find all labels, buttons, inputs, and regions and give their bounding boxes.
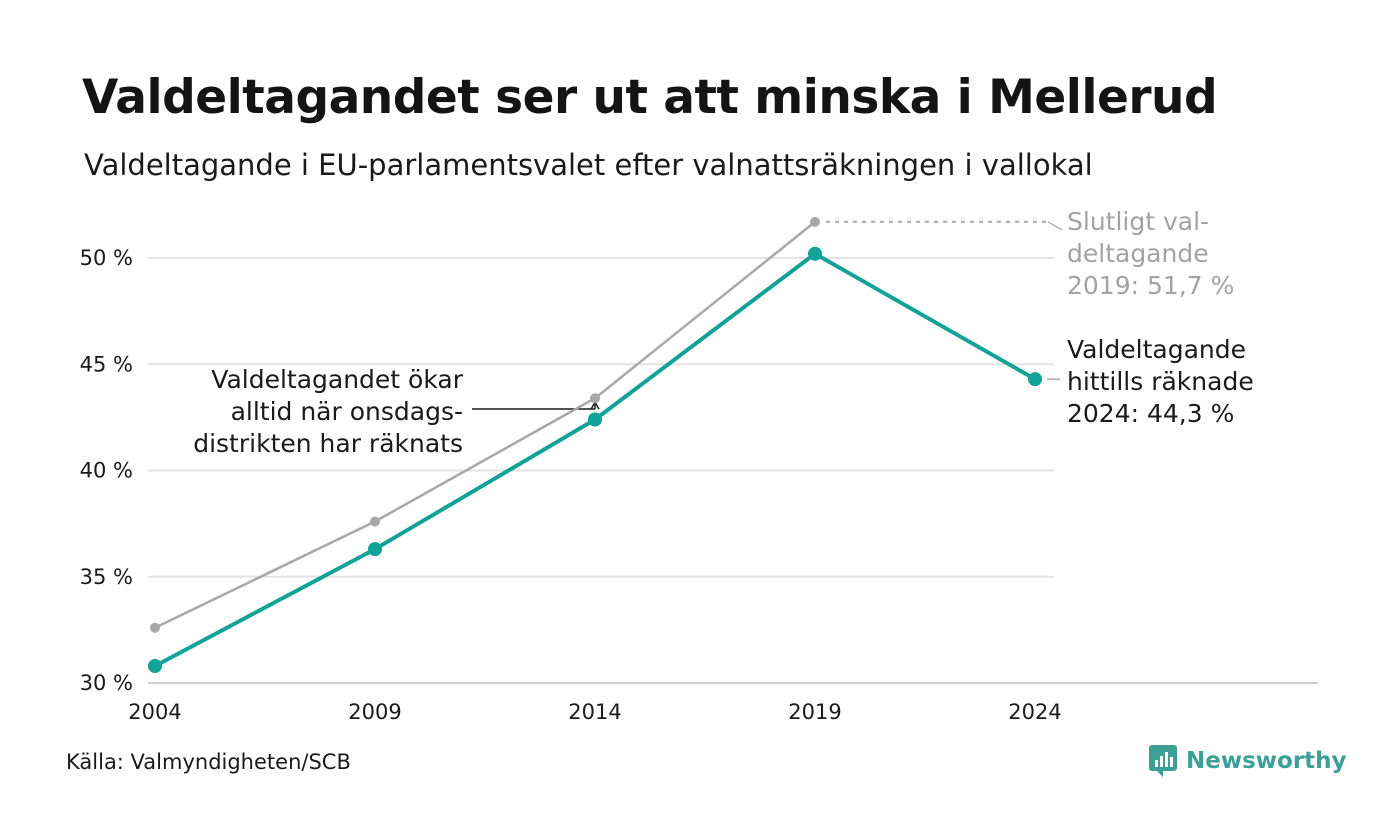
annotations: Slutligt val-deltagande 2019: 51,7 % Valde… [193, 207, 1253, 458]
chart-subtitle: Valdeltagande i EU-parlamentsvalet efter… [84, 148, 1093, 182]
y-tick-label: 45 % [80, 352, 133, 376]
counted-turnout-point [1028, 372, 1042, 387]
final-2019-annotation-line: Slutligt val- [1067, 207, 1209, 236]
final-connector-tick [1047, 221, 1063, 231]
x-tick-label: 2024 [1008, 700, 1061, 724]
y-tick-label: 50 % [80, 246, 133, 270]
newsworthy-icon [1149, 745, 1177, 777]
y-tick-label: 35 % [80, 565, 133, 589]
final-2019-annotation-line: deltagande [1067, 239, 1209, 268]
chart-title: Valdeltagandet ser ut att minska i Melle… [82, 70, 1218, 125]
counted-turnout-line [154, 251, 1036, 668]
counted-turnout-point [808, 246, 822, 261]
counted-2024-annotation-line: 2024: 44,3 % [1067, 399, 1234, 428]
x-tick-label: 2009 [348, 700, 401, 724]
final-turnout-point [150, 622, 160, 633]
final-turnout-point [590, 393, 600, 404]
wednesday-note-annotation-line: alltid när onsdags- [231, 397, 463, 426]
wednesday-note-annotation: Valdeltagandet ökar alltid när onsdags-di… [193, 365, 463, 458]
x-tick-label: 2004 [128, 700, 181, 724]
y-tick-label: 40 % [80, 459, 133, 483]
counted-2024-annotation: Valdeltagande hittills räknade 2024: 44,3 … [1067, 335, 1254, 428]
wednesday-note-annotation-line: Valdeltagandet ökar [211, 365, 463, 394]
brand-name: Newsworthy [1186, 748, 1347, 774]
grid-lines [148, 257, 1318, 684]
counted-turnout-point [588, 412, 602, 427]
final-turnout-point [370, 516, 380, 527]
source-note: Källa: Valmyndigheten/SCB [66, 750, 351, 774]
counted-turnout-point [148, 659, 162, 673]
annotation-connectors [472, 220, 1063, 410]
wednesday-note-annotation-line: distrikten har räknats [193, 429, 463, 458]
x-tick-label: 2019 [788, 700, 841, 724]
final-2019-annotation-line: 2019: 51,7 % [1067, 271, 1234, 300]
y-tick-label: 30 % [80, 671, 133, 695]
counted-2024-annotation-line: hittills räknade [1067, 367, 1254, 396]
counted-2024-annotation-line: Valdeltagande [1067, 335, 1246, 364]
counted-turnout-point [368, 542, 382, 557]
final-turnout-line [154, 220, 816, 629]
final-2019-annotation: Slutligt val-deltagande 2019: 51,7 % [1067, 207, 1234, 300]
y-axis: 30 % 35 % 40 % 45 % 50 % [80, 246, 133, 695]
final-turnout-point [810, 216, 820, 227]
series-lines [148, 216, 1042, 673]
x-axis: 2004 2009 2014 2019 2024 [128, 700, 1061, 724]
newsworthy-logo: Newsworthy [1148, 744, 1347, 778]
x-tick-label: 2014 [568, 700, 621, 724]
